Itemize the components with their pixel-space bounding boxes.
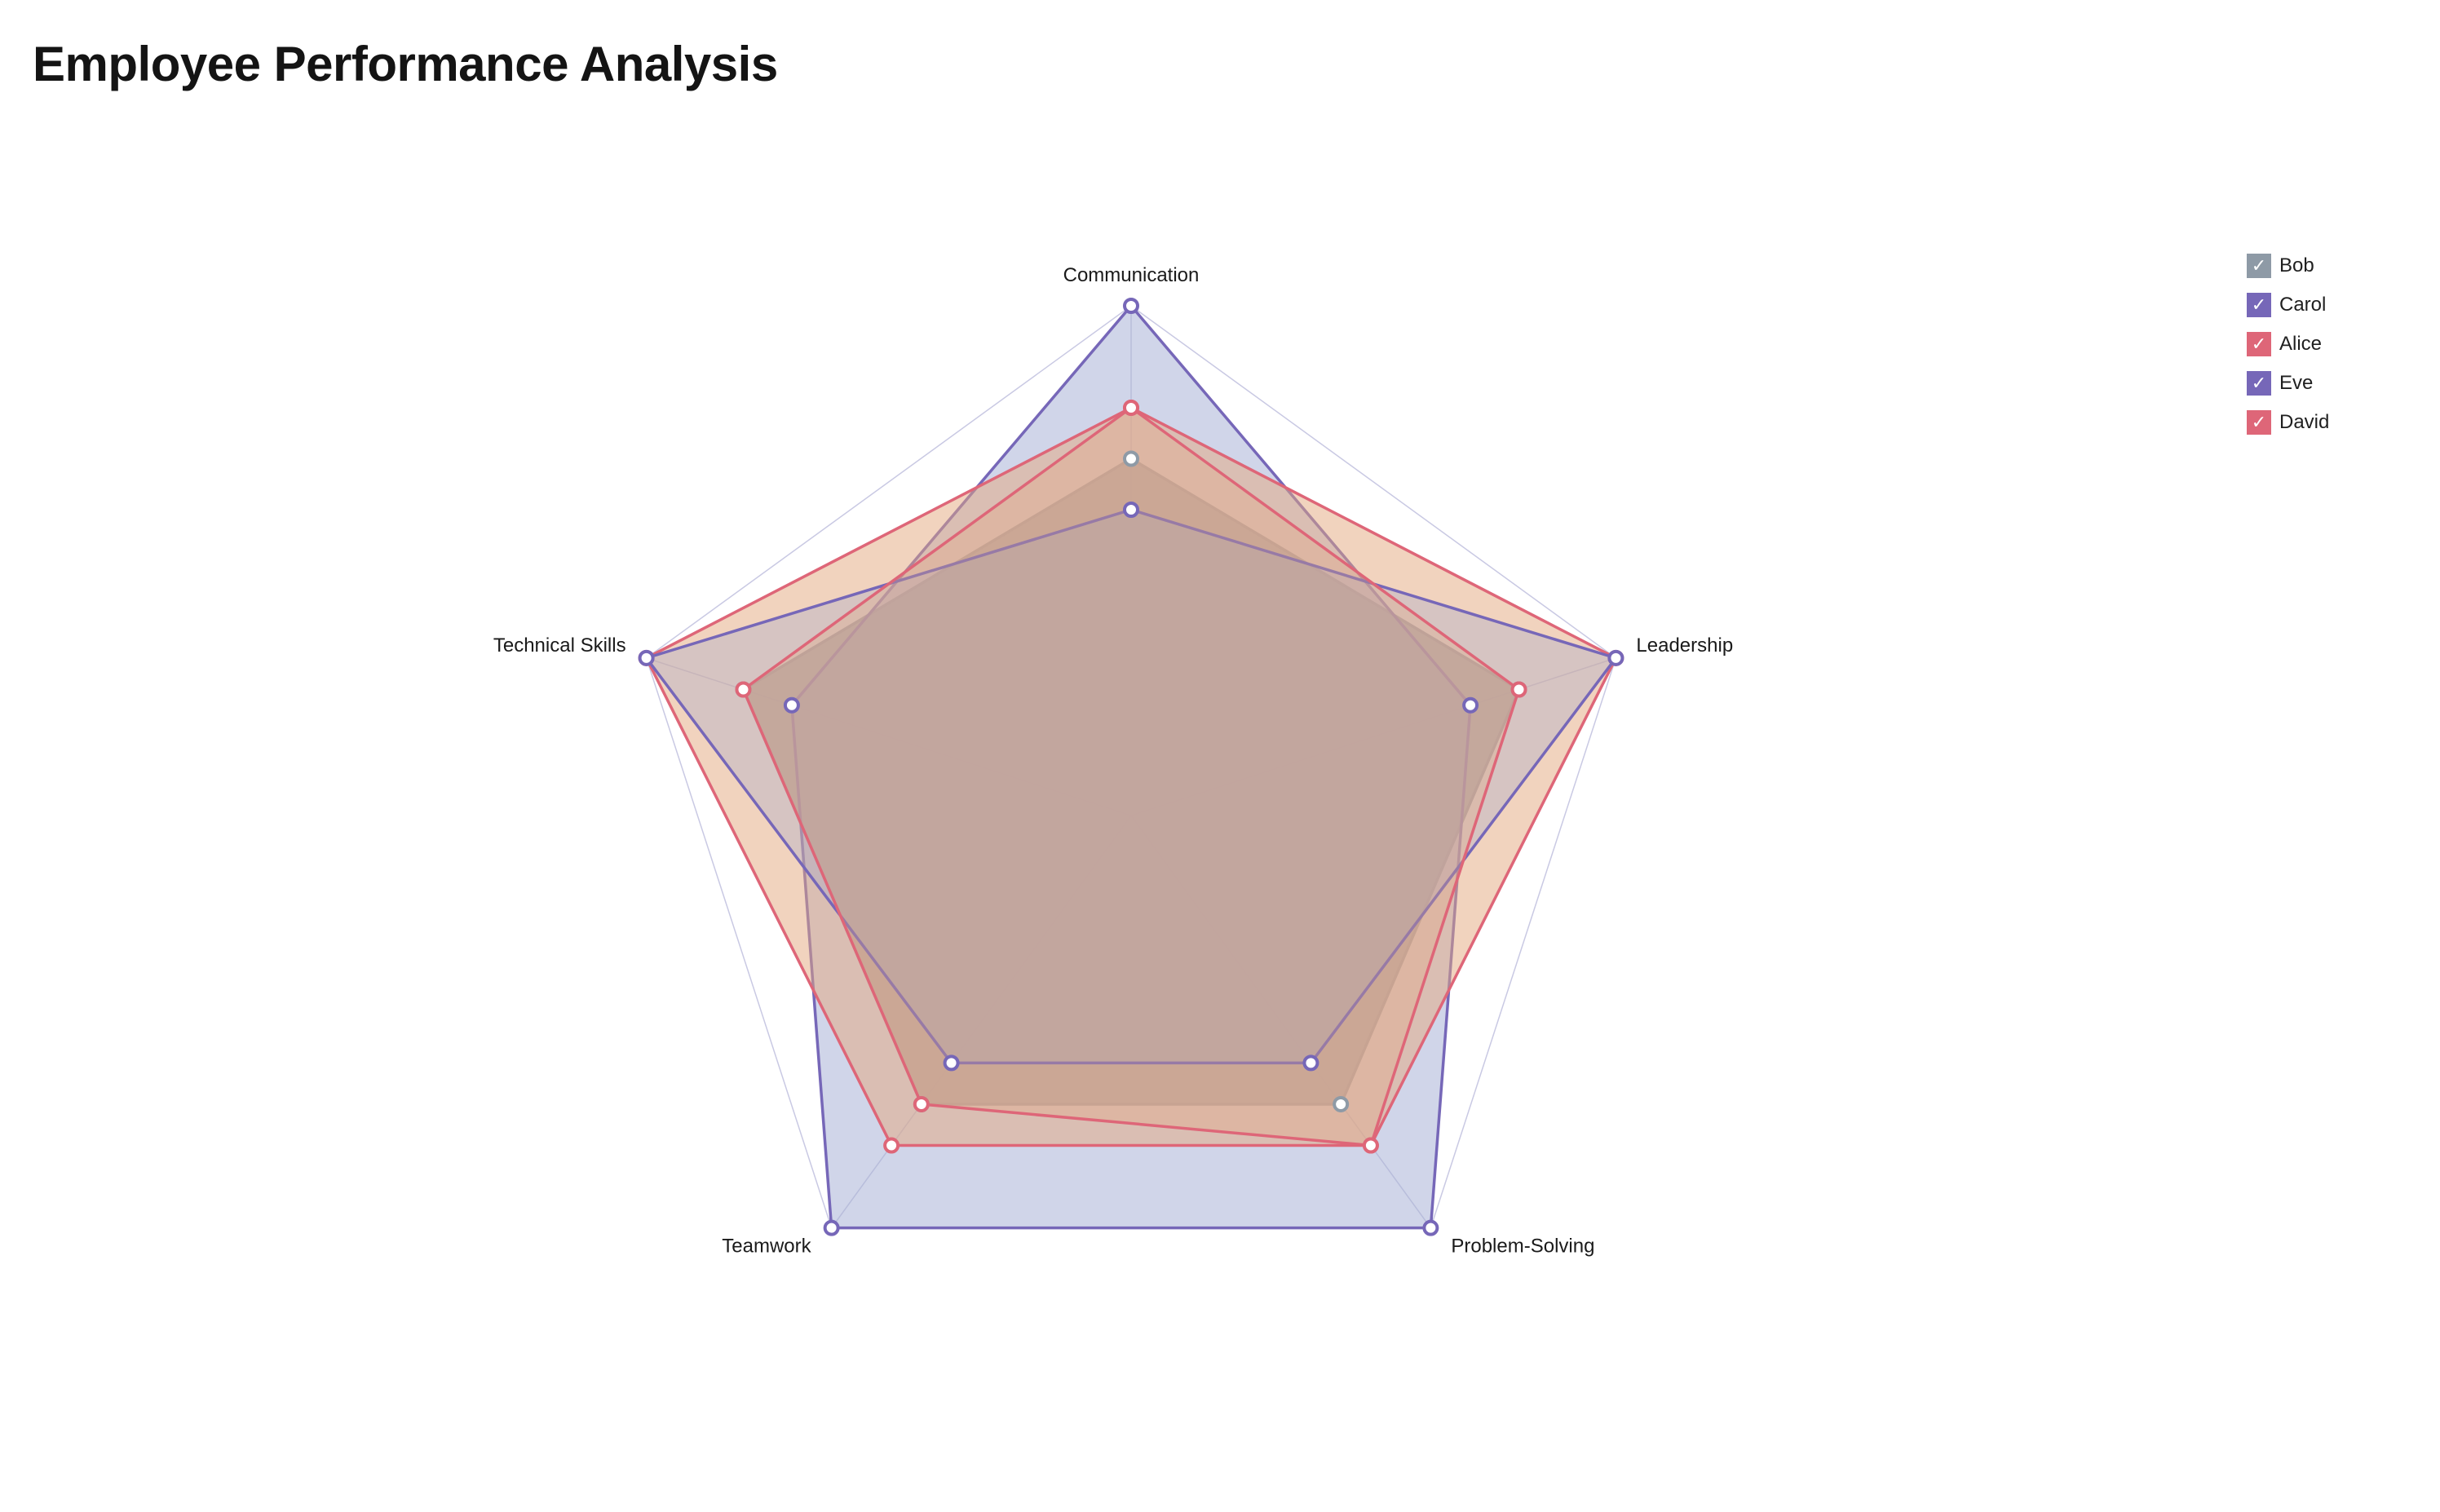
page-title: Employee Performance Analysis <box>33 37 778 91</box>
chart-legend: ✓ Bob ✓ Carol ✓ Alice ✓ Eve ✓ David <box>2247 246 2329 442</box>
data-point-david-leadership <box>1510 681 1527 698</box>
legend-label: David <box>2279 411 2330 433</box>
legend-label: Carol <box>2279 294 2327 316</box>
data-point-eve-teamwork <box>943 1054 960 1072</box>
series-area-eve <box>644 508 1618 1065</box>
checkbox-icon[interactable]: ✓ <box>2247 254 2271 278</box>
legend-label: Bob <box>2279 254 2314 276</box>
axis-label-problem-solving: Problem-Solving <box>1451 1236 1594 1258</box>
data-point-eve-technical-skills <box>638 649 655 666</box>
data-point-alice-teamwork <box>883 1137 900 1154</box>
series-area-david <box>741 406 1521 1147</box>
data-point-carol-communication <box>1123 298 1139 314</box>
legend-item-bob[interactable]: ✓ Bob <box>2247 246 2329 285</box>
checkbox-icon[interactable]: ✓ <box>2247 371 2271 396</box>
axis-label-communication: Communication <box>1063 264 1200 286</box>
checkbox-icon[interactable]: ✓ <box>2247 293 2271 317</box>
legend-item-eve[interactable]: ✓ Eve <box>2247 364 2329 403</box>
series-area-alice <box>644 406 1618 1147</box>
legend-item-david[interactable]: ✓ David <box>2247 403 2329 442</box>
series-david <box>741 406 1521 1147</box>
legend-label: Alice <box>2279 333 2323 355</box>
legend-label: Eve <box>2279 372 2314 394</box>
data-point-eve-leadership <box>1607 649 1624 666</box>
data-point-bob-communication <box>1123 450 1139 467</box>
checkbox-icon[interactable]: ✓ <box>2247 410 2271 435</box>
data-point-carol-teamwork <box>823 1219 840 1236</box>
radar-series <box>644 304 1618 1230</box>
data-point-carol-leadership <box>1462 696 1479 714</box>
data-point-eve-communication <box>1123 502 1139 518</box>
axis-label-teamwork: Teamwork <box>722 1236 811 1258</box>
checkbox-icon[interactable]: ✓ <box>2247 332 2271 356</box>
axis-label-technical-skills: Technical Skills <box>493 634 626 657</box>
data-point-carol-technical-skills <box>783 696 800 714</box>
axis-labels: Communication Leadership Problem-Solving Te… <box>493 264 1733 1258</box>
data-point-david-teamwork <box>913 1095 930 1112</box>
legend-item-alice[interactable]: ✓ Alice <box>2247 325 2329 364</box>
series-eve <box>644 508 1618 1065</box>
legend-item-carol[interactable]: ✓ Carol <box>2247 285 2329 325</box>
data-point-carol-problem-solving <box>1422 1219 1439 1236</box>
data-point-david-communication <box>1123 400 1139 416</box>
data-point-david-technical-skills <box>735 681 752 698</box>
data-point-bob-problem-solving <box>1333 1095 1350 1112</box>
data-point-david-problem-solving <box>1362 1137 1379 1154</box>
data-point-eve-problem-solving <box>1302 1054 1319 1072</box>
series-alice <box>644 406 1618 1147</box>
radar-markers <box>638 298 1624 1236</box>
axis-label-leadership: Leadership <box>1636 634 1733 657</box>
